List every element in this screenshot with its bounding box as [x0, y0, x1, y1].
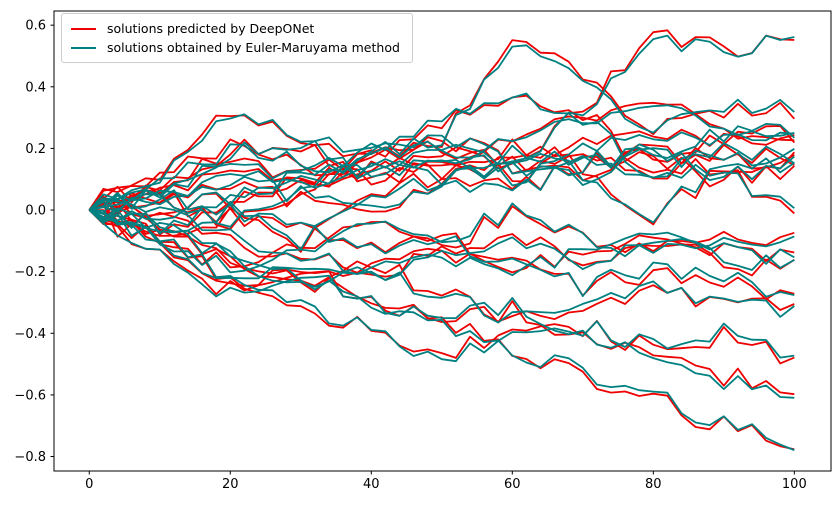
deeponet-path: [88, 101, 795, 211]
deeponet-path: [88, 29, 795, 211]
legend-entry-euler-maruyama: solutions obtained by Euler-Maruyama met…: [71, 38, 404, 57]
x-tick-label: 60: [504, 477, 521, 492]
axes-frame: [53, 10, 832, 472]
x-tick-label: 40: [363, 477, 380, 492]
deeponet-path: [88, 39, 795, 221]
legend-entry-deeponet: solutions predicted by DeepONet: [71, 19, 404, 38]
euler-maruyama-path: [89, 189, 795, 298]
euler-maruyama-path: [89, 209, 795, 324]
euler-maruyama-path: [88, 209, 795, 282]
y-tick-label: −0.2: [14, 265, 46, 280]
y-tick-label: 0.6: [25, 19, 46, 34]
euler-maruyama-path: [88, 209, 795, 399]
y-tick-label: 0.0: [25, 204, 46, 219]
x-tick-label: 80: [645, 477, 662, 492]
euler-maruyama-path: [88, 209, 795, 363]
euler-maruyama-path: [88, 140, 795, 228]
euler-maruyama-path: [88, 199, 795, 277]
deeponet-path: [88, 209, 795, 396]
euler-maruyama-path: [88, 44, 795, 222]
legend-label-deeponet: solutions predicted by DeepONet: [107, 21, 315, 36]
euler-maruyama-path: [89, 152, 795, 224]
euler-maruyama-path: [89, 92, 795, 211]
x-tick-label: 20: [222, 477, 239, 492]
deeponet-path: [88, 114, 795, 211]
y-tick-label: −0.4: [14, 327, 46, 342]
deeponet-path: [88, 209, 795, 365]
y-tick-label: 0.4: [25, 80, 46, 95]
x-tick-label: 100: [782, 477, 807, 492]
legend: solutions predicted by DeepONet solution…: [61, 13, 413, 63]
euler-maruyama-line-sample-icon: [71, 46, 96, 49]
deeponet-path: [88, 94, 795, 215]
legend-label-euler-maruyama: solutions obtained by Euler-Maruyama met…: [107, 40, 400, 55]
deeponet-line-sample-icon: [71, 27, 96, 30]
x-tick-label: 0: [85, 477, 93, 492]
y-tick-label: −0.8: [14, 450, 46, 465]
y-tick-label: 0.2: [25, 142, 46, 157]
euler-maruyama-path: [89, 104, 795, 211]
y-tick-label: −0.6: [14, 388, 46, 403]
euler-maruyama-path: [88, 207, 795, 451]
euler-maruyama-path: [88, 131, 795, 211]
euler-maruyama-path: [88, 113, 795, 211]
